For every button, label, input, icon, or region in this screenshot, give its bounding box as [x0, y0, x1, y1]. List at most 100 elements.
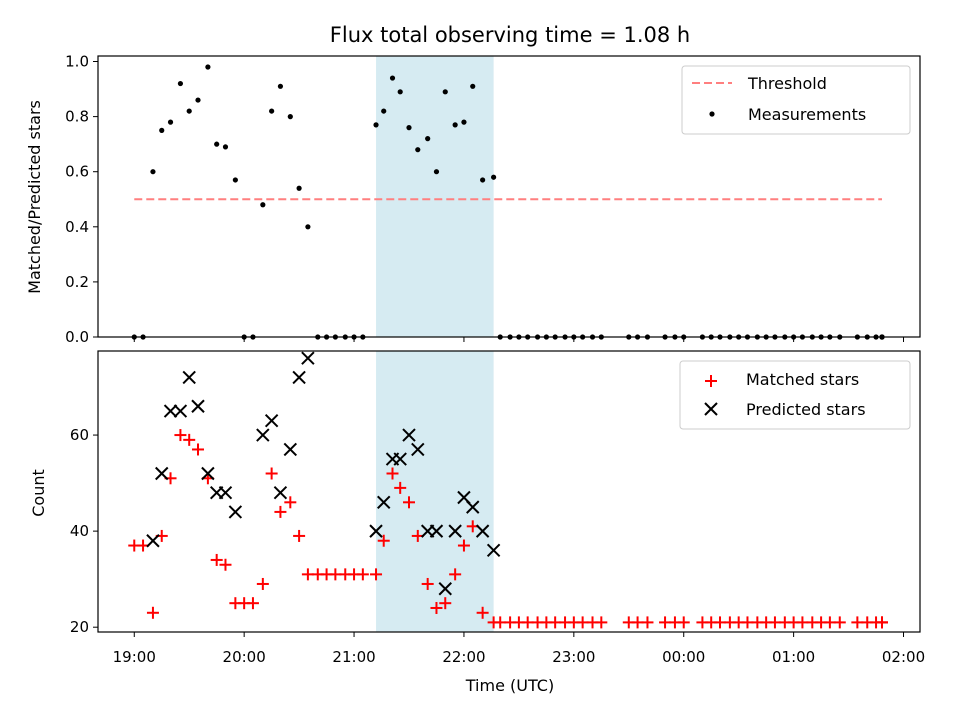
ratio-legend: Threshold Measurements: [681, 65, 911, 135]
matched-star-point: [641, 616, 654, 629]
matched-star-point: [402, 496, 415, 509]
count-y-axis-label: Count: [29, 469, 48, 517]
matched-star-point: [293, 529, 306, 542]
matched-star-point: [449, 568, 462, 581]
predicted-star-point: [448, 524, 462, 538]
legend-predicted-label: Predicted stars: [746, 400, 866, 419]
measurement-point: [177, 80, 184, 87]
matched-star-point: [430, 601, 443, 614]
ratio-y-axis-label: Matched/Predicted stars: [25, 100, 44, 294]
matched-star-point: [595, 616, 608, 629]
y-tick-label: 60: [70, 426, 89, 444]
predicted-star-point: [273, 485, 288, 500]
measurement-point: [480, 177, 486, 183]
measurement-point: [167, 119, 174, 125]
predicted-star-point: [466, 500, 480, 514]
count-panel: 20 40 60 19:00 20:00 21:00 22:00 23:00 00:00 01:…: [29, 350, 925, 695]
x-tick-label: 23:00: [552, 648, 595, 666]
matched-star-point: [476, 606, 489, 619]
legend-predicted-marker: [704, 402, 718, 416]
measurement-point: [381, 108, 387, 114]
matched-star-point: [370, 568, 383, 581]
measurement-point: [373, 122, 379, 128]
ratio-panel-frame: [97, 55, 921, 338]
measurement-point: [442, 89, 448, 95]
matched-star-point: [386, 467, 399, 480]
matched-star-point: [439, 597, 452, 610]
measurement-point: [186, 108, 192, 114]
measurement-point: [150, 169, 156, 175]
measurement-point: [305, 224, 311, 230]
count-panel-frame: [97, 350, 921, 633]
measurement-point: [222, 144, 229, 150]
predicted-star-point: [438, 582, 452, 596]
predicted-star-point: [402, 428, 416, 442]
predicted-star-point: [486, 543, 501, 558]
x-tick-label: 01:00: [772, 648, 815, 666]
matched-star-point: [146, 606, 159, 619]
y-tick-label: 0.8: [65, 108, 89, 126]
y-tick-label: 0.4: [65, 218, 89, 236]
legend-matched-marker: [705, 375, 717, 387]
observing-window-shade: [376, 351, 494, 632]
ratio-legend-box: [681, 65, 911, 135]
measurement-point: [425, 136, 431, 142]
matched-star-point: [833, 616, 846, 629]
predicted-star-point: [377, 495, 391, 510]
measurement-point: [470, 83, 476, 89]
measurement-point: [159, 127, 165, 133]
measurement-point: [205, 64, 211, 70]
matched-star-point: [677, 616, 690, 629]
legend-measurements-label: Measurements: [748, 105, 866, 124]
predicted-star-point: [201, 466, 215, 481]
measurement-point: [415, 147, 421, 153]
predicted-star-point: [218, 485, 233, 500]
predicted-star-point: [173, 404, 188, 418]
measurement-point: [287, 114, 293, 120]
measurement-point: [433, 169, 440, 175]
y-tick-label: 0.0: [65, 328, 89, 346]
measurement-point: [461, 119, 467, 125]
predicted-star-point: [191, 399, 205, 413]
measurement-point: [260, 202, 266, 208]
y-tick-label: 1.0: [65, 53, 89, 71]
matched-star-point: [356, 568, 369, 581]
ratio-panel: 0.0 0.2 0.4 0.6 0.8 1.0 Matched/Predicted sta…: [25, 53, 921, 346]
matched-star-point: [192, 443, 205, 456]
y-tick-label: 0.6: [65, 163, 89, 181]
x-tick-label: 00:00: [662, 648, 705, 666]
predicted-star-point: [393, 452, 407, 466]
count-legend: Matched stars Predicted stars: [679, 360, 911, 430]
legend-matched-label: Matched stars: [746, 370, 859, 389]
matched-star-point: [377, 534, 390, 547]
predicted-star-point: [163, 404, 178, 418]
predicted-star-point: [292, 370, 306, 385]
matched-star-point: [876, 616, 888, 629]
count-legend-box: [679, 360, 911, 430]
x-tick-label: 22:00: [442, 648, 485, 666]
predicted-star-point: [264, 413, 279, 428]
measurement-point: [406, 125, 412, 131]
predicted-star-point: [256, 428, 270, 442]
y-tick-label: 40: [70, 522, 89, 540]
predicted-star-point: [182, 370, 196, 385]
predicted-star-point: [146, 534, 160, 548]
matched-star-point: [210, 553, 223, 566]
matched-star-point: [274, 505, 287, 518]
measurement-point: [389, 75, 396, 81]
matched-star-point: [394, 481, 407, 494]
legend-measurements-marker: [709, 111, 715, 117]
measurement-point: [452, 122, 458, 128]
measurement-point: [195, 97, 201, 103]
predicted-star-point: [301, 351, 315, 365]
measurement-point: [232, 177, 238, 183]
predicted-star-point: [369, 524, 383, 538]
predicted-star-point: [475, 524, 490, 538]
measurement-point: [214, 141, 220, 147]
chart-title: Flux total observing time = 1.08 h: [330, 23, 690, 47]
predicted-star-point: [411, 442, 425, 457]
measurement-point: [277, 83, 284, 89]
predicted-star-point: [228, 505, 243, 519]
observing-window-shade: [376, 56, 494, 337]
